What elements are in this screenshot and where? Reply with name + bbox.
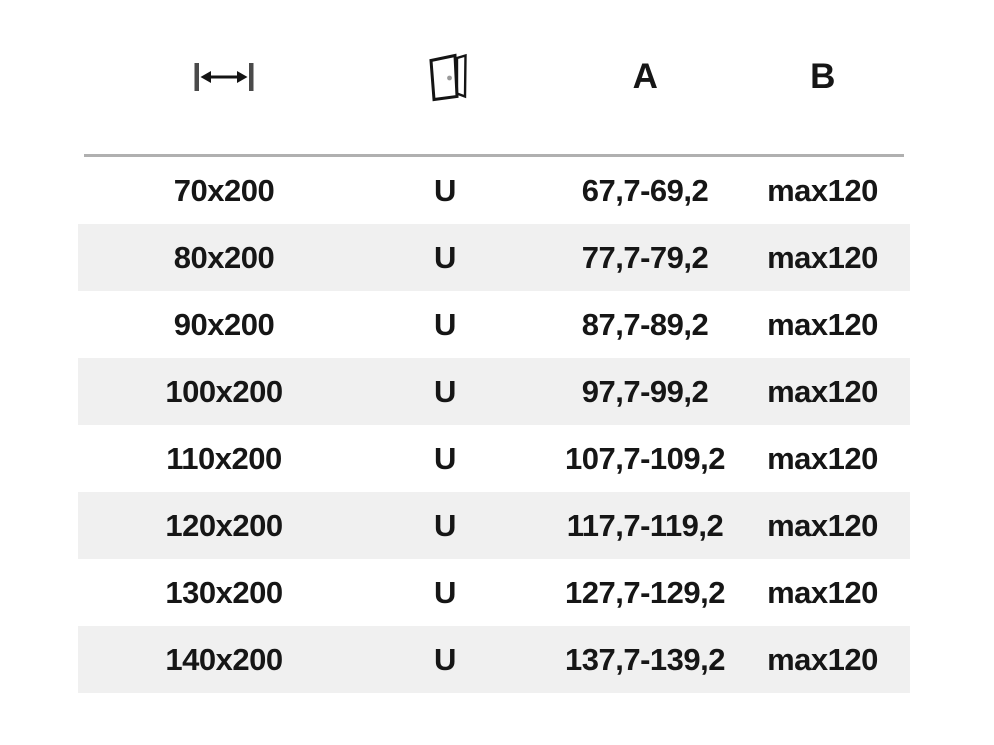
cell-a-value: 87,7-89,2 [581, 306, 709, 342]
cell-a-value: 127,7-129,2 [565, 574, 725, 610]
cell-b-value: max120 [767, 306, 878, 342]
cell-door-type: U [434, 373, 456, 409]
cell-door-type: U [434, 507, 456, 543]
cell-b-value: max120 [767, 574, 878, 610]
cell-b-value: max120 [767, 641, 878, 677]
cell-door-type: U [434, 239, 456, 275]
cell-size: 130x200 [165, 574, 283, 610]
table-row: 140x200 U 137,7-139,2 max120 [78, 626, 910, 693]
cell-a-value: 117,7-119,2 [566, 507, 724, 543]
cell-a-value: 137,7-139,2 [565, 641, 725, 677]
cell-b-value: max120 [767, 172, 878, 208]
table-row: 90x200 U 87,7-89,2 max120 [78, 291, 910, 358]
cell-door-type: U [434, 306, 456, 342]
header-door-cell [370, 0, 520, 154]
table-body: 70x200 U 67,7-69,2 max120 80x200 U 77,7-… [78, 157, 910, 693]
door-icon [429, 53, 467, 102]
table-row: 100x200 U 97,7-99,2 max120 [78, 358, 910, 425]
cell-size: 90x200 [173, 306, 275, 342]
width-dimension-icon [194, 63, 254, 91]
cell-size: 110x200 [166, 440, 282, 476]
cell-b-value: max120 [767, 440, 878, 476]
cell-a-value: 107,7-109,2 [565, 440, 725, 476]
cell-b-value: max120 [767, 507, 878, 543]
header-b-label: B [810, 57, 835, 96]
cell-door-type: U [434, 574, 456, 610]
cell-door-type: U [434, 641, 456, 677]
table-row: 110x200 U 107,7-109,2 max120 [78, 425, 910, 492]
header-width-cell [78, 0, 370, 154]
header-a-label: A [632, 57, 658, 96]
cell-a-value: 97,7-99,2 [581, 373, 709, 409]
cell-door-type: U [434, 440, 456, 476]
cell-size: 100x200 [165, 373, 283, 409]
cell-a-value: 77,7-79,2 [581, 239, 709, 275]
size-spec-table: A B 70x200 U 67,7-69,2 max120 80x200 U 7… [78, 0, 910, 693]
header-divider [84, 154, 904, 157]
cell-door-type: U [434, 172, 456, 208]
cell-size: 70x200 [173, 172, 275, 208]
cell-size: 80x200 [173, 239, 275, 275]
cell-size: 120x200 [165, 507, 283, 543]
table-row: 70x200 U 67,7-69,2 max120 [78, 157, 910, 224]
cell-b-value: max120 [767, 373, 878, 409]
cell-size: 140x200 [165, 641, 283, 677]
table-header: A B [78, 0, 910, 154]
table-row: 120x200 U 117,7-119,2 max120 [78, 492, 910, 559]
table-row: 80x200 U 77,7-79,2 max120 [78, 224, 910, 291]
cell-b-value: max120 [767, 239, 878, 275]
table-row: 130x200 U 127,7-129,2 max120 [78, 559, 910, 626]
cell-a-value: 67,7-69,2 [581, 172, 709, 208]
